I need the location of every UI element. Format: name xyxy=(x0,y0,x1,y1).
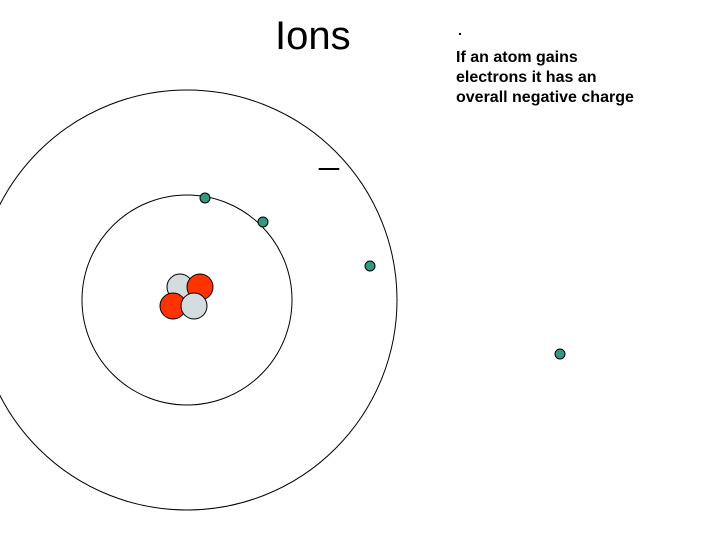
electrons xyxy=(200,193,565,359)
electron xyxy=(555,349,565,359)
atom-diagram xyxy=(0,0,720,540)
nucleus-particle xyxy=(181,293,207,319)
electron xyxy=(200,193,210,203)
nucleus xyxy=(160,274,213,319)
electron xyxy=(365,261,375,271)
electron xyxy=(258,217,268,227)
